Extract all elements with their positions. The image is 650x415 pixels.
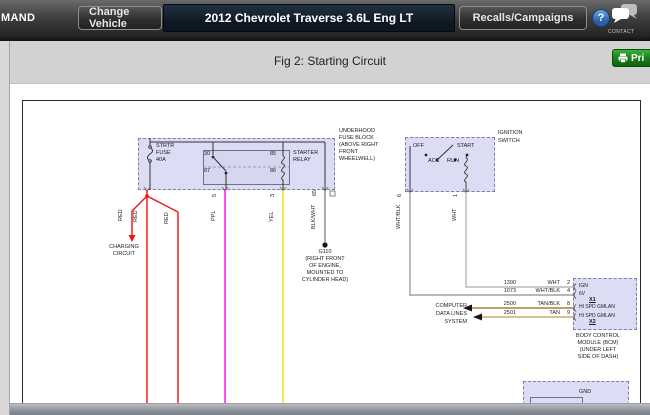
bcm-connector-x1: X1: [589, 297, 596, 303]
bcm-pin-function: 6V: [579, 291, 586, 297]
circuit-number: 1073: [503, 288, 516, 294]
chat-bubbles-icon[interactable]: [611, 4, 639, 26]
pin-wht: 1: [453, 193, 459, 197]
g110-label: MOUNTED TO: [306, 270, 344, 276]
circuit-number: 2500: [503, 301, 516, 307]
ignition-position-start: START: [457, 143, 475, 149]
fuse-block-location: UNDERHOOD: [339, 128, 376, 134]
bcm-pin-number: 4: [566, 288, 570, 294]
relay-name: RELAY: [293, 157, 311, 163]
wire-label-wht: WHT: [452, 208, 458, 221]
bcm-pin-number: 9: [566, 310, 570, 316]
vehicle-title: 2012 Chevrolet Traverse 3.6L Eng LT: [163, 4, 455, 32]
pin-wht-blk: 6: [397, 193, 403, 197]
bcm-pin-function: IGN: [579, 283, 588, 289]
wire-label-blk-wht: BLK/WHT: [311, 204, 317, 229]
computer-data-lines-label: SYSTEM: [444, 319, 467, 325]
ignition-position-off: OFF: [413, 143, 424, 149]
circuit-number: 1390: [503, 280, 516, 286]
gnd-label: GND: [579, 389, 592, 395]
left-gutter: [0, 41, 10, 415]
bcm-name: BODY CONTROL: [576, 333, 620, 339]
print-button-label: Pri: [631, 52, 645, 64]
ignition-position-run: RUN: [447, 158, 459, 164]
fuse-block-location: FUSE BLOCK: [339, 135, 374, 141]
bcm-pin-function: HI SPD GMLAN: [579, 304, 615, 310]
wire-color: TAN/BLK: [537, 301, 560, 307]
relay-terminal-85: 85: [270, 151, 277, 157]
g110-label: G110: [318, 249, 332, 255]
pin-ppl: 5: [212, 193, 218, 197]
fuse-label: STRTR: [156, 143, 175, 149]
top-header-bar: MAND Change Vehicle 2012 Chevrolet Trave…: [0, 0, 650, 41]
wire-color: WHT/BLK: [535, 288, 560, 294]
wire-label-red: RED: [118, 209, 124, 221]
app-logo: MAND: [1, 12, 36, 24]
charging-circuit-label: CHARGING: [109, 244, 139, 250]
wire-label-red: RED: [133, 210, 139, 222]
bcm-connector-x2: X2: [589, 319, 596, 325]
circuit-number: 2501: [503, 310, 516, 316]
figure-title: Fig 2: Starting Circuit: [273, 54, 387, 68]
bcm-name: MODULE (BCM): [577, 340, 619, 346]
wire-label-ppl: PPL: [211, 210, 217, 221]
bcm-name: (UNDER LEFT: [579, 347, 617, 353]
starter-relay-box: [203, 150, 290, 185]
fuse-block-location: (ABOVE RIGHT: [339, 142, 379, 148]
g110-label: CYLINDER HEAD): [301, 277, 349, 283]
computer-data-lines-label: COMPUTER: [435, 303, 467, 309]
fuse-block-location: WHEELWELL): [339, 156, 375, 162]
computer-data-lines-label: DATA LINES: [436, 311, 467, 317]
wire-label-wht-blk: WHT/BLK: [396, 204, 402, 229]
relay-terminal-87: 87: [204, 168, 211, 174]
fuse-block-location: FRONT: [339, 149, 358, 155]
g110-label: OF ENGINE,: [309, 263, 341, 269]
pin-yel: 3: [270, 193, 276, 197]
print-button[interactable]: Pri: [612, 49, 650, 67]
printer-icon: [618, 53, 628, 63]
ignition-switch-name: SWITCH: [498, 138, 520, 144]
wire-label-red: RED: [164, 212, 170, 224]
relay-terminal-86: 86: [270, 168, 277, 174]
figure-bar: Fig 2: Starting Circuit Pri: [10, 41, 650, 84]
bcm-box: [573, 278, 637, 330]
contact-label: CONTACT: [608, 29, 635, 35]
ignition-switch-name: IGNITION: [498, 130, 523, 136]
pin-blk-wht: 65: [312, 189, 318, 196]
fuse-label: 40A: [156, 157, 166, 163]
fuse-label: FUSE: [156, 150, 171, 156]
bcm-name: SIDE OF DASH): [577, 354, 619, 360]
ignition-position-acc: ACC: [428, 158, 440, 164]
bcm-pin-number: 8: [566, 301, 570, 307]
bcm-pin-function: HI SPD GMLAN: [579, 313, 615, 319]
relay-name: STARTER: [293, 150, 319, 156]
change-vehicle-button[interactable]: Change Vehicle: [78, 6, 162, 30]
g110-label: (RIGHT FRONT: [305, 256, 345, 262]
wire-color: WHT: [547, 280, 560, 286]
wire-color: TAN: [549, 310, 560, 316]
recalls-campaigns-button[interactable]: Recalls/Campaigns: [459, 6, 587, 30]
bcm-pin-number: 2: [566, 280, 570, 286]
wire-label-yel: YEL: [269, 211, 275, 222]
relay-terminal-30: 30: [204, 151, 211, 157]
charging-circuit-label: CIRCUIT: [112, 251, 136, 257]
bottom-scroll-bar[interactable]: [0, 403, 650, 415]
help-button[interactable]: ?: [592, 9, 610, 27]
